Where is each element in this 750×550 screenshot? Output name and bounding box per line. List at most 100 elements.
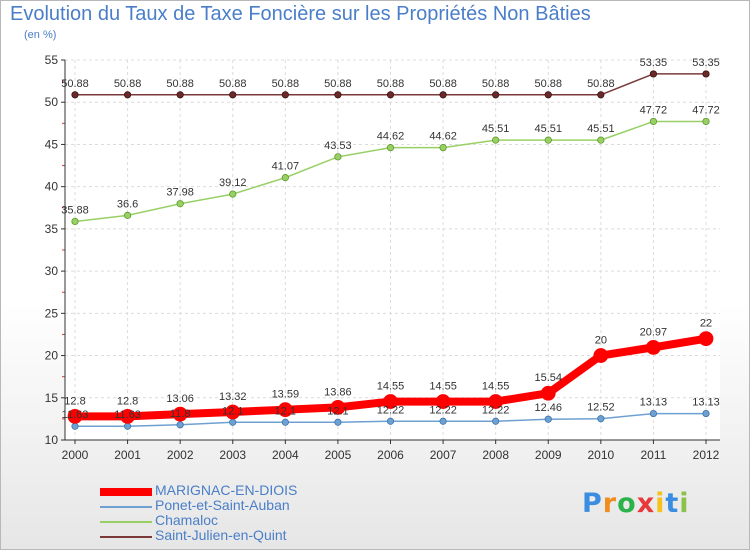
legend-label: Chamaloc xyxy=(155,512,219,528)
logo-letter: i xyxy=(679,488,690,519)
data-label: 50.88 xyxy=(377,78,405,90)
legend-swatch xyxy=(100,536,152,538)
data-point xyxy=(492,417,500,425)
x-tick-label: 2001 xyxy=(114,448,141,462)
data-label: 50.88 xyxy=(324,78,352,90)
data-label: 12.1 xyxy=(222,405,243,417)
data-point xyxy=(698,331,714,347)
data-point xyxy=(544,91,552,99)
x-tick-label: 2009 xyxy=(535,448,562,462)
data-point xyxy=(120,408,135,424)
data-point xyxy=(334,418,342,426)
data-label: 53.35 xyxy=(692,57,720,69)
data-point xyxy=(597,91,605,99)
data-label: 50.88 xyxy=(166,78,194,90)
data-point xyxy=(386,417,395,425)
data-point xyxy=(281,91,289,99)
data-label: 44.62 xyxy=(429,131,457,143)
data-point xyxy=(597,415,605,423)
data-point xyxy=(334,91,342,99)
data-point xyxy=(492,136,500,144)
data-label: 12.22 xyxy=(429,404,457,416)
data-point xyxy=(123,91,132,99)
y-tick-label: 20 xyxy=(45,349,59,363)
data-label: 53.35 xyxy=(640,57,668,69)
data-point xyxy=(229,91,237,99)
data-point xyxy=(646,339,661,355)
data-point xyxy=(123,422,132,430)
data-label: 15.54 xyxy=(534,372,562,384)
data-point xyxy=(281,174,289,182)
y-tick-label: 15 xyxy=(45,391,59,405)
logo-letter: x xyxy=(636,488,656,519)
chart-title: Evolution du Taux de Taxe Foncière sur l… xyxy=(10,3,591,25)
data-label: 47.72 xyxy=(640,104,668,116)
data-label: 50.88 xyxy=(272,78,300,90)
data-point xyxy=(386,91,395,99)
data-label: 12.1 xyxy=(327,405,348,417)
data-label: 12.22 xyxy=(377,404,405,416)
data-point xyxy=(225,404,241,420)
data-label: 14.55 xyxy=(482,381,510,393)
logo-letter: t xyxy=(665,488,680,519)
legend-label: Saint-Julien-en-Quint xyxy=(155,527,287,543)
logo-letter: P xyxy=(582,488,603,519)
data-point xyxy=(172,406,188,422)
data-point xyxy=(281,418,289,426)
x-tick-label: 2006 xyxy=(377,448,404,462)
logo-letter: i xyxy=(655,488,666,519)
data-point xyxy=(439,91,447,99)
data-label: 13.06 xyxy=(166,393,194,405)
data-point xyxy=(544,136,552,144)
data-point xyxy=(649,70,658,78)
data-point xyxy=(702,409,710,418)
data-label: 45.51 xyxy=(534,123,562,135)
data-label: 50.88 xyxy=(219,78,247,90)
data-label: 13.32 xyxy=(219,391,247,403)
data-label: 12.22 xyxy=(482,404,510,416)
data-label: 37.98 xyxy=(166,187,194,199)
data-label: 50.88 xyxy=(482,78,510,90)
x-tick-label: 2011 xyxy=(641,448,667,462)
x-tick-label: 2002 xyxy=(167,448,194,462)
y-tick-label: 35 xyxy=(45,222,59,236)
data-point xyxy=(277,402,293,418)
data-label: 12.52 xyxy=(587,402,615,414)
data-label: 44.62 xyxy=(377,131,405,143)
data-point xyxy=(67,408,83,424)
y-tick-label: 55 xyxy=(45,53,59,67)
data-label: 12.46 xyxy=(534,402,562,414)
data-label: 50.88 xyxy=(587,78,615,90)
legend-swatch xyxy=(100,488,152,496)
data-point xyxy=(439,144,447,152)
data-point xyxy=(435,394,451,409)
x-tick-label: 2003 xyxy=(219,448,246,462)
data-point xyxy=(544,415,552,423)
data-point xyxy=(123,211,132,219)
y-tick-label: 45 xyxy=(45,137,59,151)
data-point xyxy=(649,409,658,418)
x-tick-label: 2004 xyxy=(272,448,299,462)
data-label: 11.63 xyxy=(114,409,141,421)
data-label: 13.86 xyxy=(324,386,352,398)
data-label: 14.55 xyxy=(377,381,405,393)
x-tick-label: 2010 xyxy=(587,448,614,462)
logo-letter: o xyxy=(617,488,637,519)
data-label: 14.55 xyxy=(429,381,457,393)
y-axis-unit-label: (en %) xyxy=(24,29,57,41)
line-chart: 10 15 20 25 30 35 40 45 50 55 2000 2001 2002 2003 2004… xyxy=(45,53,720,462)
data-point xyxy=(597,136,605,144)
data-label: 45.51 xyxy=(587,123,615,135)
data-point xyxy=(71,91,79,99)
data-point xyxy=(176,91,184,99)
plot-area xyxy=(65,60,720,440)
data-point xyxy=(71,217,79,226)
y-tick-label: 50 xyxy=(45,95,59,109)
data-point xyxy=(702,117,710,126)
x-tick-label: 2007 xyxy=(430,448,457,462)
data-point xyxy=(176,421,184,429)
data-point xyxy=(540,385,556,401)
data-point xyxy=(649,117,658,126)
data-label: 50.88 xyxy=(534,78,562,90)
data-point xyxy=(383,394,398,409)
